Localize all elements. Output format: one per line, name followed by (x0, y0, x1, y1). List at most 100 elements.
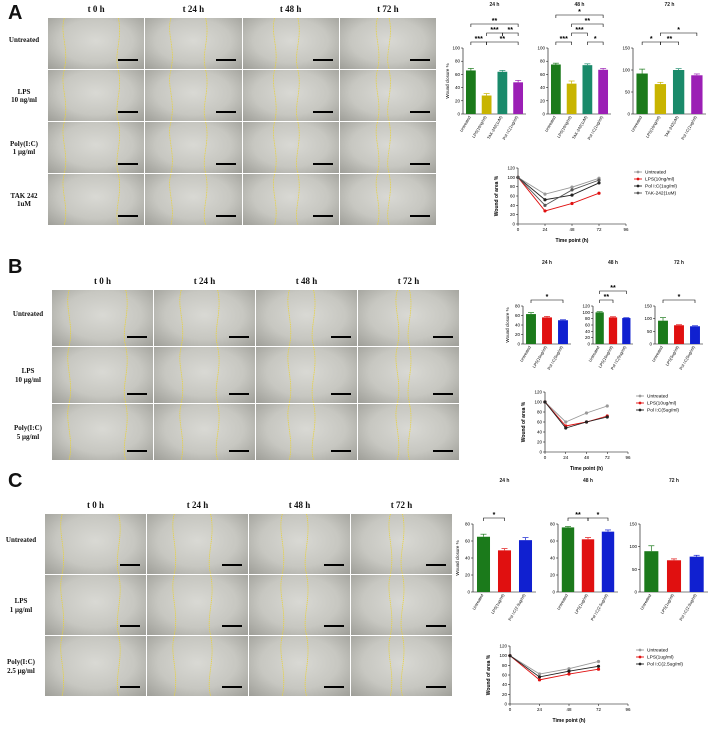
x-axis-label: Time point (h) (556, 238, 589, 244)
scale-bar (120, 625, 140, 631)
time-header: t 24 h (182, 4, 205, 14)
scale-bar (215, 111, 236, 117)
micrograph-image (242, 174, 339, 225)
time-header: t 72 h (390, 500, 413, 510)
legend-marker (636, 191, 640, 195)
scale-bar (426, 564, 446, 570)
x-category-label: LPS(1ug/ml) (573, 592, 589, 614)
bar-chart: 72 h 0 50 100 150 Untreated LPS(1ug/ml) Pol I:C… (622, 476, 712, 626)
x-category-label: Untreated (630, 115, 643, 133)
bar (497, 550, 512, 592)
micrograph-image (52, 347, 153, 403)
significance-stars: * (677, 27, 680, 34)
x-category-label: Untreated (459, 115, 472, 133)
y-tick-label: 80 (585, 316, 591, 321)
micrograph-image (249, 514, 350, 574)
x-category-label: LPS(1ug/ml) (659, 592, 675, 614)
series-line (544, 401, 608, 429)
chart-svg: 24 h Wound closure % 0 20 40 60 80 100 Untreated… (445, 2, 526, 141)
legend-marker (638, 408, 642, 412)
y-tick-label: 100 (507, 175, 515, 180)
bar (608, 317, 618, 344)
y-tick-label: 100 (582, 310, 590, 315)
data-point (537, 678, 542, 682)
significance-stars: * (546, 294, 549, 301)
x-category-label: LPS(1ug/ml) (490, 592, 506, 614)
micrograph-image (256, 404, 357, 460)
x-tick-label: 24 (537, 707, 543, 712)
data-point (570, 185, 574, 189)
x-category-label: TAK-242(1uM) (486, 114, 504, 140)
micrograph-image (145, 122, 242, 173)
data-point (564, 426, 568, 430)
y-tick-label: 20 (502, 692, 508, 697)
bar (598, 69, 609, 114)
chart-svg: 24 h Wound closure % 0 20 40 60 80 Untreated LPS… (455, 478, 536, 621)
micrograph-image (147, 575, 248, 635)
y-tick-label: 60 (537, 420, 543, 425)
chart-svg: Wound of area % Time point (h) 0 20 40 60 80 10… (494, 166, 677, 245)
bar-chart: 72 h 0 50 100 150 Untreated LPS(10ng/ml) TAK-24… (615, 0, 710, 148)
row-label-name: Poly(I:C) (7, 658, 35, 666)
row-label-dose: 1uM (17, 200, 31, 209)
y-tick-label: 20 (510, 212, 516, 217)
y-tick-label: 80 (537, 410, 543, 415)
legend-label: LPS(1ug/ml) (647, 655, 674, 661)
panel-letter-a: A (8, 2, 23, 24)
significance-stars: *** (475, 36, 483, 43)
chart-svg: 72 h 0 50 100 150 Untreated LPS(5ug/ml)Pol I:C… (644, 260, 703, 371)
chart-svg: 72 h 0 50 100 150 Untreated LPS(1ug/ml) Pol I:C… (629, 478, 708, 621)
significance-stars: ** (508, 27, 514, 34)
significance-bracket (530, 299, 564, 303)
bar (513, 82, 524, 114)
scale-bar (118, 59, 139, 65)
y-tick-label: 60 (455, 72, 461, 77)
time-header: t 72 h (377, 4, 399, 14)
row-label-dose: 2.5 μg/ml (7, 666, 35, 675)
series-line (509, 655, 599, 681)
x-tick-label: 24 (542, 227, 548, 232)
y-axis-label: Wound of area % (494, 175, 500, 216)
data-point (543, 400, 547, 404)
bar (465, 70, 476, 114)
scale-bar (222, 686, 242, 692)
y-tick-label: 0 (627, 112, 630, 117)
panel-letter-c: C (8, 470, 23, 492)
x-category-label: Untreated (587, 345, 600, 363)
time-header: t 24 h (193, 276, 216, 286)
data-point (543, 203, 547, 207)
y-tick-label: 0 (634, 590, 637, 595)
significance-stars: *** (560, 36, 568, 43)
significance-bracket (483, 517, 505, 521)
scale-bar (331, 393, 351, 399)
y-tick-label: 40 (502, 682, 508, 687)
y-tick-label: 0 (649, 342, 652, 347)
y-tick-label: 50 (625, 90, 631, 95)
scale-bar (312, 111, 333, 117)
row-label-name: Untreated (5, 536, 37, 544)
significance-stars: ** (492, 18, 498, 25)
bar (674, 325, 684, 344)
legend-marker (638, 401, 642, 405)
micrograph-image (145, 70, 242, 121)
scale-bar (222, 625, 242, 631)
row-label-dose: 10 ng/ml (11, 96, 37, 105)
row-label-name: LPS (21, 367, 35, 375)
micrograph-image (242, 18, 339, 69)
legend-marker (638, 394, 642, 398)
y-tick-label: 40 (455, 85, 461, 90)
legend-label: Pol I:C(2.5ug/ml) (647, 662, 683, 668)
data-point (567, 672, 571, 676)
y-tick-label: 0 (504, 702, 507, 707)
time-header: t 0 h (87, 4, 105, 14)
scale-bar (410, 59, 430, 65)
y-tick-label: 0 (517, 342, 520, 347)
row-label-name: LPS (17, 87, 31, 96)
x-category-label: Pol I:C(5ug/ml) (546, 344, 564, 370)
scale-bar (127, 450, 147, 456)
bar-chart: 24 h Wound closure % 0 20 40 60 80 Untreated LPS… (455, 476, 540, 626)
legend-label: TAK-242(1uM) (645, 191, 677, 197)
significance-stars: * (650, 36, 653, 43)
legend-label: Untreated (645, 170, 666, 176)
micrograph-image (256, 347, 357, 403)
